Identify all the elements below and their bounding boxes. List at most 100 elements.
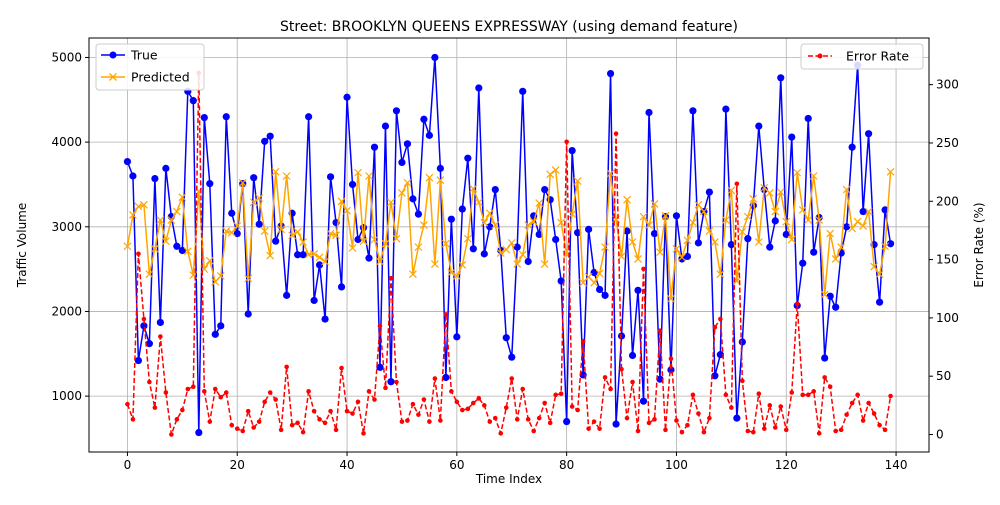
data-point [535, 230, 543, 239]
data-point [212, 386, 218, 392]
data-point [563, 417, 571, 426]
data-point [481, 403, 487, 408]
data-point [398, 189, 406, 197]
data-point [348, 180, 357, 189]
data-point [283, 291, 291, 299]
data-point [656, 375, 664, 383]
data-point [624, 415, 630, 421]
data-point [568, 210, 577, 219]
data-point [508, 353, 516, 361]
data-point [855, 392, 860, 398]
data-point [388, 275, 394, 281]
data-point [718, 316, 723, 322]
data-point [458, 260, 467, 269]
data-point [519, 87, 527, 95]
data-point [452, 271, 461, 280]
data-point [745, 428, 751, 434]
data-point [590, 278, 599, 287]
x-tick-label: 120 [775, 458, 798, 472]
data-point [337, 283, 346, 291]
data-point [738, 338, 746, 346]
data-point [339, 365, 344, 371]
data-point [722, 105, 730, 113]
data-point [376, 257, 384, 266]
data-point [284, 364, 289, 370]
data-point [453, 333, 461, 341]
data-point [295, 420, 300, 426]
data-point [381, 239, 390, 248]
data-point [147, 379, 152, 385]
data-point [778, 404, 784, 409]
data-point [701, 429, 707, 435]
data-point [496, 249, 505, 257]
data-point [601, 291, 609, 299]
data-point [123, 242, 132, 251]
y-tick-label: 1000 [51, 389, 82, 403]
data-point [173, 242, 181, 250]
data-point [469, 184, 478, 193]
data-point [288, 231, 297, 240]
data-point [712, 324, 718, 330]
data-point [798, 205, 807, 214]
data-point [595, 285, 604, 294]
data-point [766, 243, 774, 251]
data-point [535, 199, 544, 208]
data-point [195, 428, 203, 437]
series-line [126, 56, 892, 434]
data-point [733, 414, 741, 422]
data-point [201, 389, 207, 394]
data-point [705, 227, 714, 235]
data-point [458, 205, 466, 213]
data-point [310, 296, 318, 305]
data-point [294, 251, 302, 259]
data-point [305, 113, 313, 121]
x-tick-label: 100 [665, 458, 688, 472]
data-point [431, 53, 439, 62]
data-point [169, 432, 174, 437]
data-point [756, 391, 762, 396]
data-point [245, 408, 251, 414]
data-point [716, 351, 724, 359]
data-point [228, 209, 236, 217]
data-point [408, 270, 417, 279]
data-point [278, 427, 284, 433]
data-point [476, 396, 482, 401]
data-point [541, 185, 549, 194]
data-point [882, 427, 888, 433]
data-point [793, 168, 802, 177]
data-point [749, 194, 758, 203]
data-point [350, 411, 355, 416]
data-point [833, 428, 838, 434]
data-point [678, 255, 686, 263]
data-point [306, 389, 311, 394]
data-point [650, 200, 659, 208]
data-point [436, 176, 445, 185]
data-point [531, 428, 537, 434]
data-point [394, 379, 399, 385]
data-point [174, 417, 180, 422]
data-point [514, 417, 520, 422]
data-point [392, 107, 401, 115]
data-point [486, 223, 494, 231]
data-point [518, 250, 527, 259]
data-point [134, 202, 143, 211]
data-point [727, 186, 736, 195]
data-point [575, 407, 580, 413]
data-point [372, 397, 377, 402]
data-point [474, 198, 483, 207]
data-point [425, 173, 434, 182]
data-point [260, 227, 269, 235]
data-point [634, 286, 642, 294]
data-point [656, 248, 664, 257]
data-point [787, 235, 796, 244]
data-point [240, 428, 246, 434]
data-point [354, 235, 362, 244]
data-point [602, 375, 608, 380]
data-point [256, 419, 262, 424]
data-point [387, 198, 395, 207]
data-point [216, 271, 225, 280]
data-point [520, 386, 526, 392]
data-point [321, 257, 330, 266]
data-point [376, 363, 384, 371]
data-point [866, 400, 871, 406]
